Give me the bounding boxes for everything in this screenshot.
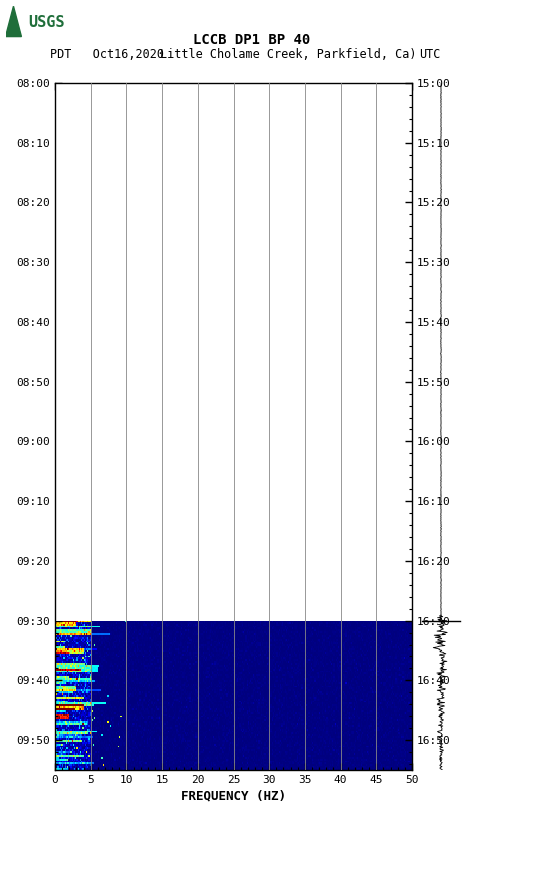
Bar xyxy=(55,83,412,621)
Polygon shape xyxy=(6,6,22,37)
X-axis label: FREQUENCY (HZ): FREQUENCY (HZ) xyxy=(181,789,286,802)
Text: USGS: USGS xyxy=(29,15,65,29)
Text: Little Cholame Creek, Parkfield, Ca): Little Cholame Creek, Parkfield, Ca) xyxy=(160,48,417,61)
Text: UTC: UTC xyxy=(420,48,441,61)
Text: PDT   Oct16,2020: PDT Oct16,2020 xyxy=(50,48,164,61)
Text: LCCB DP1 BP 40: LCCB DP1 BP 40 xyxy=(193,33,310,47)
